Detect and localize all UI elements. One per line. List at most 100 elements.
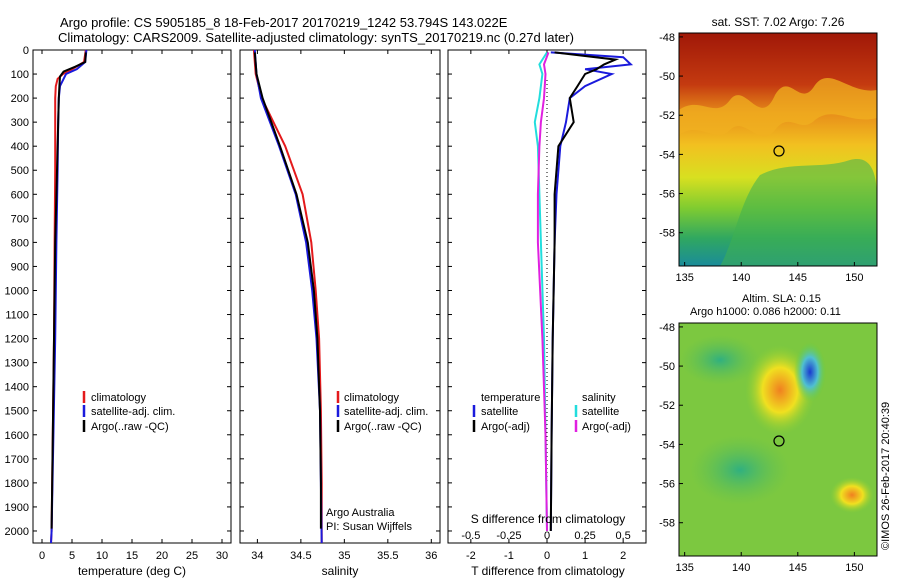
y-tick-label: 1600 xyxy=(5,430,29,442)
x2-tick-label: 0.25 xyxy=(574,530,595,542)
map-y-tick-label: -48 xyxy=(659,32,675,44)
x-tick-label: 5 xyxy=(69,550,75,562)
map-y-tick-label: -54 xyxy=(659,149,675,161)
series-line-argo-raw-qc- xyxy=(253,52,322,529)
difference-xlabel-t: T difference from climatology xyxy=(471,564,625,578)
x-tick-label: 20 xyxy=(156,550,168,562)
x-tick-label: 34 xyxy=(251,550,263,562)
map-y-tick-label: -48 xyxy=(659,322,675,334)
temperature-legend: climatology satellite-adj. clim. Argo(..… xyxy=(82,391,175,433)
legend-label-t-argo: Argo(-adj) xyxy=(481,421,530,433)
y-tick-label: 1800 xyxy=(5,478,29,490)
map-y-tick-label: -54 xyxy=(659,439,675,451)
salinity-legend: climatology satellite-adj. clim. Argo(..… xyxy=(326,391,428,533)
salinity-plot: 34 34.5 35 35.5 36 xyxy=(240,49,440,562)
x-tick-label: 0 xyxy=(39,550,45,562)
x-tick-label: 2 xyxy=(620,550,626,562)
y-tick-label: 700 xyxy=(11,213,29,225)
temperature-xlabel: temperature (deg C) xyxy=(78,564,186,578)
y-tick-label: 2000 xyxy=(5,526,29,538)
x-tick-label: 25 xyxy=(186,550,198,562)
map-y-tick-label: -50 xyxy=(659,71,675,83)
sst-cold-eddy xyxy=(720,159,877,266)
legend-label-satellite: satellite-adj. clim. xyxy=(91,406,175,418)
map-x-tick-label: 140 xyxy=(732,272,750,284)
legend-label-argo: Argo(..raw -QC) xyxy=(91,421,169,433)
y-tick-label: 600 xyxy=(11,189,29,201)
map-y-tick-label: -52 xyxy=(659,110,675,122)
temperature-panel-frame xyxy=(32,49,232,544)
y-tick-label: 1300 xyxy=(5,358,29,370)
y-tick-label: 500 xyxy=(11,165,29,177)
x-tick-label: 35 xyxy=(338,550,350,562)
sla-map-title: Altim. SLA: 0.15 xyxy=(742,293,821,305)
sla-green-patch-s xyxy=(690,435,790,505)
x2-tick-label: -0.25 xyxy=(496,530,521,542)
x-tick-label: 36 xyxy=(425,550,437,562)
legend-label-climatology: climatology xyxy=(91,392,147,404)
y-tick-label: 200 xyxy=(11,93,29,105)
map-y-tick-label: -58 xyxy=(659,518,675,530)
figure-title-line2: Climatology: CARS2009. Satellite-adjuste… xyxy=(58,30,574,45)
difference-legend: temperature salinity satellite Argo(-adj… xyxy=(472,392,631,433)
x2-tick-label: -0.5 xyxy=(461,530,480,542)
y-tick-label: 900 xyxy=(11,261,29,273)
series-line-s-satellite xyxy=(533,51,548,532)
x2-tick-label: 0 xyxy=(544,530,550,542)
map-x-tick-label: 135 xyxy=(675,562,693,574)
series-line-t-argo-adj- xyxy=(549,51,620,532)
y-tick-label: 1900 xyxy=(5,502,29,514)
map-y-tick-label: -56 xyxy=(659,479,675,491)
y-tick-label: 800 xyxy=(11,237,29,249)
map-y-tick-label: -58 xyxy=(659,228,675,240)
legend-label-satellite: satellite-adj. clim. xyxy=(344,406,428,418)
imos-credit: ©IMOS 26-Feb-2017 20:40:39 xyxy=(880,402,892,550)
y-tick-label: 1100 xyxy=(5,310,29,322)
map-x-tick-label: 145 xyxy=(789,272,807,284)
map-y-tick-label: -50 xyxy=(659,361,675,373)
sst-map xyxy=(678,32,878,267)
series-line-s-argo-adj- xyxy=(536,52,550,532)
y-tick-label: 1500 xyxy=(5,406,29,418)
map-x-tick-label: 135 xyxy=(675,272,693,284)
map-x-tick-label: 150 xyxy=(845,272,863,284)
y-tick-label: 400 xyxy=(11,141,29,153)
sla-map-border xyxy=(678,322,878,557)
y-tick-label: 100 xyxy=(11,69,29,81)
x-tick-label: -1 xyxy=(504,550,514,562)
sla-map-axes: 135 140 145 150 -48 -50 -52 -54 -56 -58 xyxy=(659,322,863,574)
map-y-tick-label: -56 xyxy=(659,189,675,201)
x-tick-label: 15 xyxy=(126,550,138,562)
sla-green-patch xyxy=(680,335,760,385)
x-tick-label: 10 xyxy=(96,550,108,562)
legend-title-salinity: salinity xyxy=(582,392,616,404)
sla-low-anomaly xyxy=(794,342,826,402)
legend-title-temperature: temperature xyxy=(481,392,540,404)
figure-title-line1: Argo profile: CS 5905185_8 18-Feb-2017 2… xyxy=(60,15,508,30)
sla-map-subtitle: Argo h1000: 0.086 h2000: 0.11 xyxy=(690,306,841,318)
salinity-xlabel: salinity xyxy=(322,564,359,578)
x-tick-label: 1 xyxy=(582,550,588,562)
y-tick-label: 1400 xyxy=(5,382,29,394)
y-tick-label: 300 xyxy=(11,117,29,129)
argo-position-marker xyxy=(773,145,785,157)
x-tick-label: -2 xyxy=(466,550,476,562)
sst-map-title: sat. SST: 7.02 Argo: 7.26 xyxy=(712,15,845,29)
argo-position-marker xyxy=(773,435,785,447)
x-tick-label: 30 xyxy=(216,550,228,562)
y-tick-label: 1000 xyxy=(5,285,29,297)
temperature-plot: 0100200300400500600700800900100011001200… xyxy=(5,45,231,562)
legend-label-climatology: climatology xyxy=(344,392,400,404)
map-x-tick-label: 140 xyxy=(732,562,750,574)
x-tick-label: 34.5 xyxy=(290,550,311,562)
sst-front-swirl xyxy=(679,78,877,137)
sla-warm-anomaly-se xyxy=(830,477,874,513)
annotation-pi: PI: Susan Wijffels xyxy=(326,521,412,533)
y-tick-label: 1200 xyxy=(5,334,29,346)
legend-label-s-satellite: satellite xyxy=(582,406,619,418)
y-tick-label: 1700 xyxy=(5,454,29,466)
sst-map-border xyxy=(678,32,878,267)
y-tick-label: 0 xyxy=(23,45,29,57)
legend-label-s-argo: Argo(-adj) xyxy=(582,421,631,433)
